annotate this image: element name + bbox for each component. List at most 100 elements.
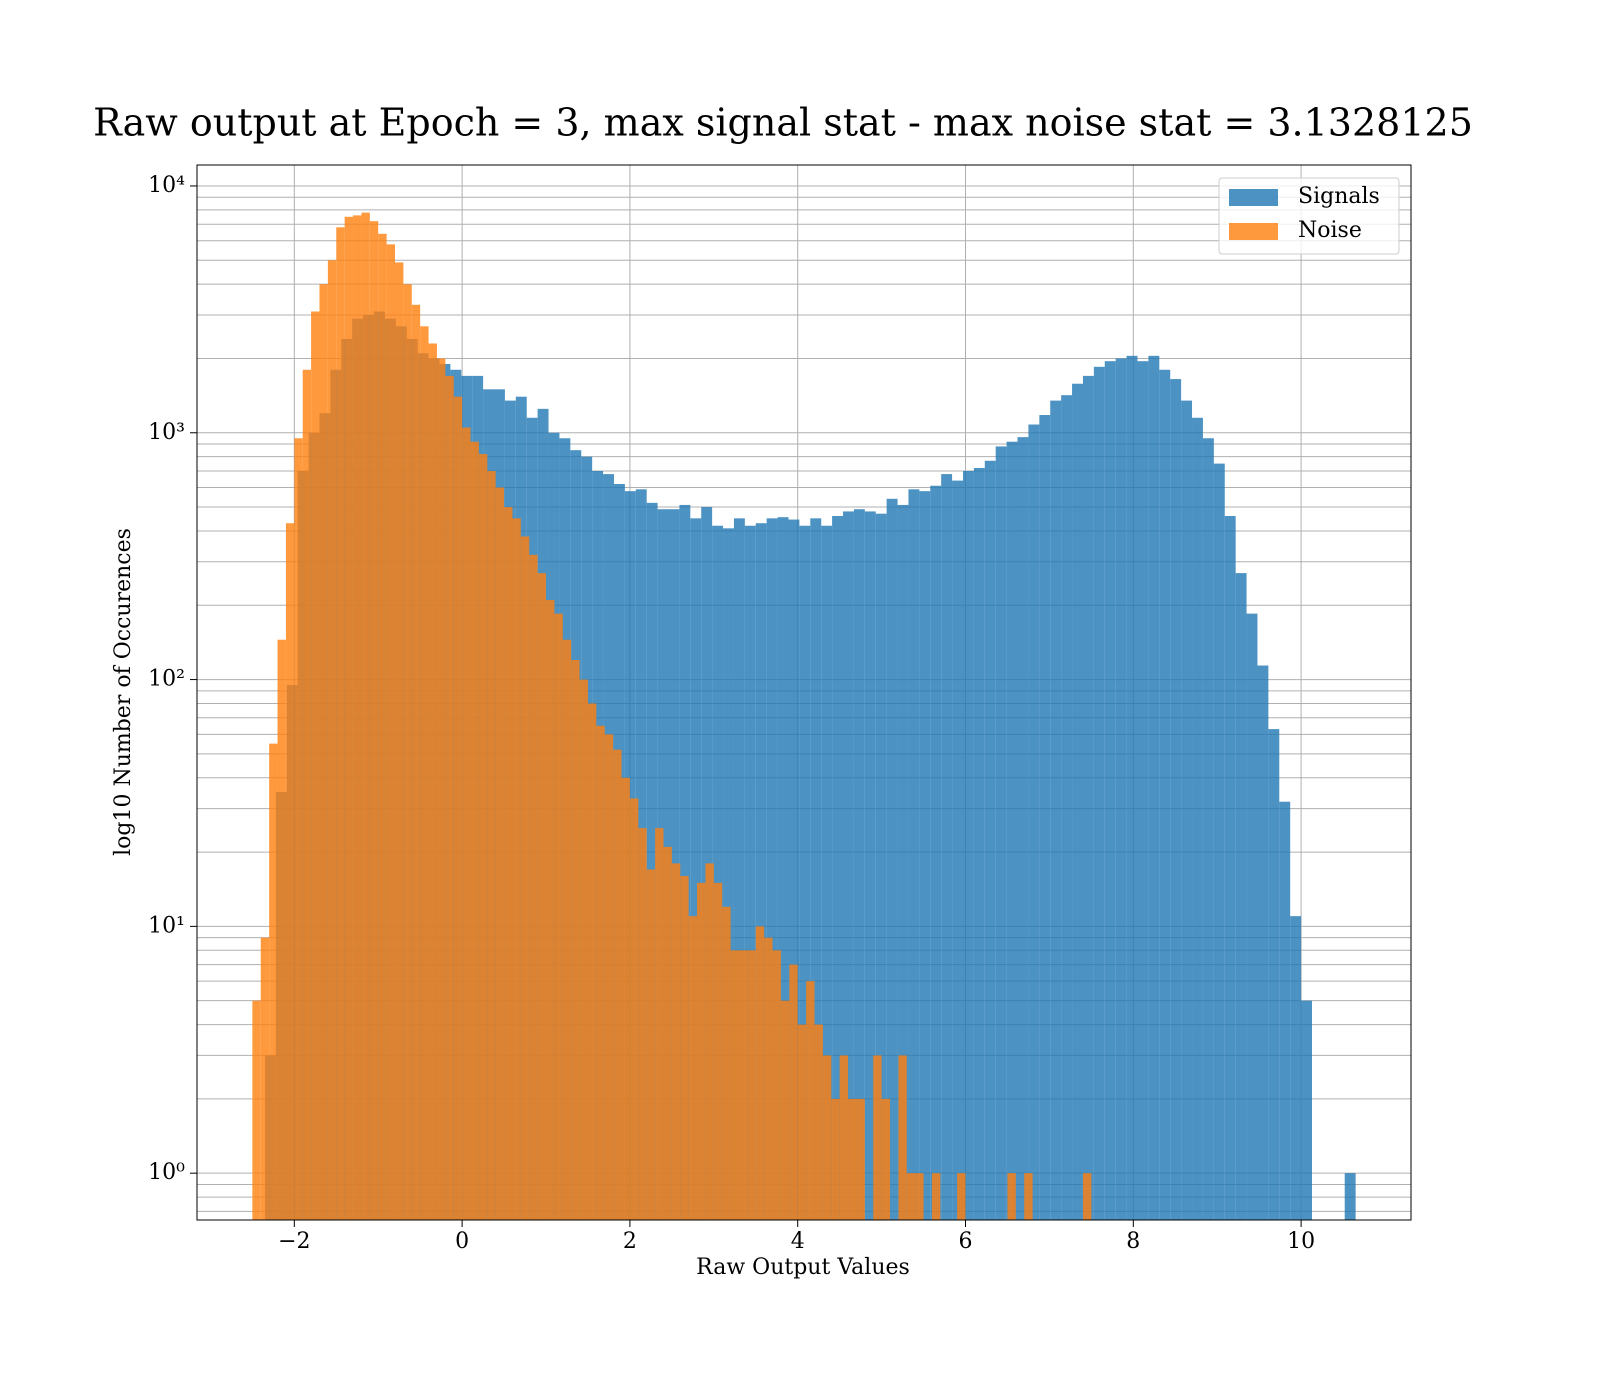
- histogram-bar: [856, 1098, 865, 1220]
- histogram-bar: [655, 828, 664, 1220]
- histogram-bar: [327, 260, 337, 1220]
- histogram-bar: [1039, 415, 1051, 1220]
- histogram-bar: [713, 882, 723, 1220]
- legend-label: Signals: [1298, 184, 1380, 209]
- histogram-bar: [428, 343, 437, 1221]
- histogram-bar: [810, 518, 822, 1220]
- histogram-bar: [941, 474, 953, 1221]
- histogram-bar: [587, 703, 597, 1220]
- histogram-bar: [789, 964, 798, 1220]
- histogram-bar: [931, 1173, 941, 1220]
- histogram-bar: [394, 262, 404, 1220]
- histogram-bar: [730, 950, 739, 1220]
- histogram-bar: [821, 525, 833, 1220]
- histogram-bar: [478, 454, 488, 1220]
- histogram-bar: [1170, 379, 1182, 1220]
- histogram-bar: [908, 489, 920, 1220]
- histogram-bar: [453, 396, 463, 1221]
- histogram-bar: [378, 233, 387, 1220]
- histogram-bar: [1268, 729, 1280, 1220]
- histogram-bar: [646, 869, 656, 1220]
- histogram-bar: [1148, 355, 1160, 1221]
- plot-frame: [196, 164, 1412, 1221]
- histogram-bar: [897, 504, 909, 1220]
- histogram-bar: [755, 523, 767, 1220]
- histogram-bar: [744, 525, 756, 1220]
- histogram-bar: [853, 509, 865, 1221]
- legend-swatch: [1229, 223, 1278, 240]
- histogram-bar: [679, 504, 691, 1220]
- histogram-bar: [697, 882, 706, 1220]
- histogram-bar: [353, 215, 362, 1220]
- histogram-bar: [755, 926, 765, 1220]
- histogram-bar: [1279, 801, 1291, 1220]
- y-tick-label: 10¹: [148, 913, 185, 938]
- histogram-bar: [864, 511, 876, 1220]
- histogram-bar: [436, 358, 446, 1220]
- histogram-bar: [984, 460, 996, 1221]
- histogram-bar: [1202, 438, 1214, 1221]
- histogram-bar: [604, 734, 614, 1220]
- histogram-bar: [772, 950, 781, 1220]
- histogram-bar: [562, 639, 572, 1220]
- histogram-bar: [881, 1098, 890, 1220]
- histogram-bar: [1213, 463, 1225, 1221]
- histogram-bar: [285, 523, 295, 1220]
- histogram-bar: [386, 244, 395, 1221]
- histogram-bar: [690, 518, 702, 1220]
- histogram-bar: [957, 1173, 966, 1220]
- histogram-bar: [1344, 1173, 1356, 1220]
- legend-label: Noise: [1298, 218, 1362, 243]
- histogram-bar: [1093, 366, 1105, 1220]
- histogram-bar: [302, 369, 312, 1220]
- x-axis-label: Raw Output Values: [696, 1255, 910, 1280]
- histogram-bar: [680, 875, 689, 1220]
- histogram-bar: [832, 515, 844, 1220]
- histogram-bar: [1082, 375, 1094, 1220]
- histogram-bar: [915, 1173, 924, 1220]
- histogram-bar: [733, 518, 745, 1220]
- histogram-bar: [420, 326, 429, 1220]
- legend-swatch: [1229, 189, 1278, 206]
- histogram-bar: [806, 981, 815, 1220]
- histogram-bar: [1072, 383, 1083, 1220]
- histogram-bar: [873, 1055, 882, 1220]
- histogram-bar: [898, 1055, 907, 1220]
- histogram-bar: [788, 519, 800, 1220]
- histogram-bar: [722, 906, 731, 1220]
- histogram-bar: [1024, 1173, 1033, 1220]
- histogram-bar: [1257, 665, 1269, 1220]
- histogram-bar: [1104, 361, 1116, 1220]
- histogram-bar: [369, 221, 379, 1221]
- histogram-bar: [621, 777, 630, 1220]
- histogram-bar: [529, 554, 538, 1220]
- histogram-bar: [1301, 1000, 1313, 1220]
- y-tick-label: 10⁰: [148, 1160, 185, 1185]
- histogram-bar: [780, 1000, 790, 1220]
- histogram-bar: [886, 498, 898, 1221]
- histogram-bar: [336, 227, 345, 1220]
- y-tick-label: 10⁴: [148, 173, 185, 198]
- histogram-bar: [487, 470, 496, 1220]
- histogram-bar: [712, 525, 724, 1220]
- histogram-bar: [252, 1000, 261, 1220]
- histogram-bar: [839, 1055, 849, 1220]
- histogram-bar: [1137, 361, 1149, 1220]
- histogram-bar: [1082, 1173, 1092, 1220]
- histogram-bar: [495, 487, 505, 1221]
- x-tick-label: 4: [791, 1229, 805, 1254]
- histogram-bar: [629, 798, 639, 1220]
- histogram-bar: [671, 863, 681, 1220]
- y-axis-label: log10 Number of Occurences: [111, 528, 136, 856]
- histogram-bar: [512, 518, 521, 1220]
- histogram-bar: [1192, 417, 1203, 1220]
- x-tick-label: 2: [623, 1229, 637, 1254]
- histogram-bar: [663, 846, 672, 1220]
- histogram-bar: [411, 304, 421, 1221]
- histogram-bar: [1235, 573, 1247, 1220]
- histogram-bar: [311, 311, 320, 1220]
- histogram-bar: [766, 518, 778, 1220]
- x-tick-label: 6: [959, 1229, 973, 1254]
- histogram-bar: [777, 517, 789, 1220]
